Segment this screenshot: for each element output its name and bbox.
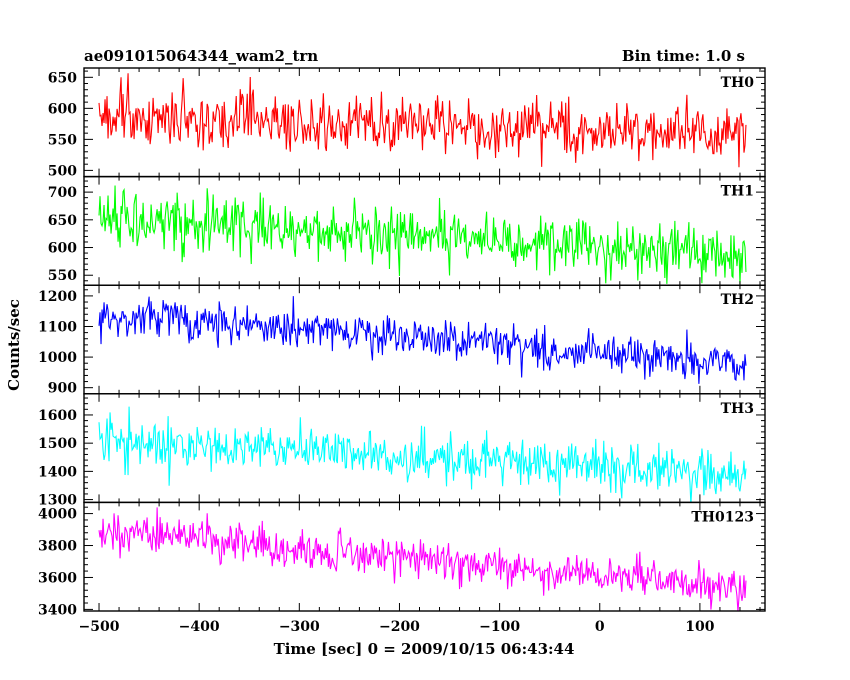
y-tick-label: 3600	[38, 570, 77, 586]
y-tick-label: 3400	[38, 602, 77, 618]
panel-th1: 550 600 650 700 TH1	[48, 175, 766, 286]
panel-name-label: TH0123	[691, 509, 754, 525]
panel-frame	[83, 501, 766, 612]
panels-group: 500 550 600 650 TH0 550 600 650 700 TH1 900 1000 110…	[38, 67, 766, 618]
series-line-th0	[98, 73, 747, 168]
x-tick-label: −100	[479, 619, 520, 635]
x-tick-label: 0	[595, 619, 605, 635]
y-tick-label: 1000	[38, 350, 77, 366]
y-tick-label: 1400	[38, 464, 77, 480]
x-axis: −500 −400 −300 −200 −100 0 100	[79, 619, 715, 635]
panel-name-label: TH3	[721, 401, 754, 417]
y-tick-label: 600	[48, 101, 77, 117]
y-tick-label: 700	[48, 185, 77, 201]
panel-th3: 1300 1400 1500 1600 TH3	[38, 393, 766, 509]
series-line-th2	[98, 296, 747, 384]
x-tick-label: −300	[279, 619, 320, 635]
y-tick-label: 1200	[38, 289, 77, 305]
y-tick-label: 650	[48, 70, 77, 86]
y-tick-label: 1500	[38, 436, 77, 452]
y-tick-label: 500	[48, 163, 77, 179]
panel-th0123: 3400 3600 3800 4000 TH0123	[38, 501, 766, 618]
panel-name-label: TH0	[721, 75, 755, 91]
x-tick-label: −200	[379, 619, 420, 635]
panel-th0: 500 550 600 650 TH0	[48, 67, 766, 179]
y-tick-label: 650	[48, 213, 77, 229]
y-tick-label: 1600	[38, 408, 77, 424]
y-tick-label: 900	[48, 381, 77, 397]
x-axis-label: Time [sec] 0 = 2009/10/15 06:43:44	[274, 640, 575, 658]
chart-title: ae091015064344_wam2_trn	[84, 47, 318, 65]
y-tick-label: 550	[48, 132, 77, 148]
panel-name-label: TH2	[721, 292, 754, 308]
y-tick-label: 600	[48, 241, 77, 257]
series-line-th0123	[98, 507, 747, 611]
y-tick-label: 550	[48, 268, 77, 284]
panel-name-label: TH1	[721, 184, 754, 200]
x-tick-label: 100	[685, 619, 714, 635]
y-axis-label: Counts/sec	[5, 299, 23, 391]
y-tick-label: 1300	[38, 493, 77, 509]
series-line-th3	[98, 406, 747, 503]
x-tick-label: −400	[179, 619, 220, 635]
y-tick-label: 1100	[38, 319, 77, 335]
y-tick-label: 3800	[38, 539, 77, 555]
series-line-th1	[98, 185, 747, 285]
y-tick-label: 4000	[38, 507, 77, 523]
x-tick-label: −500	[79, 619, 120, 635]
panel-th2: 900 1000 1100 1200 TH2	[38, 284, 766, 397]
bin-time-label: Bin time: 1.0 s	[622, 47, 745, 65]
